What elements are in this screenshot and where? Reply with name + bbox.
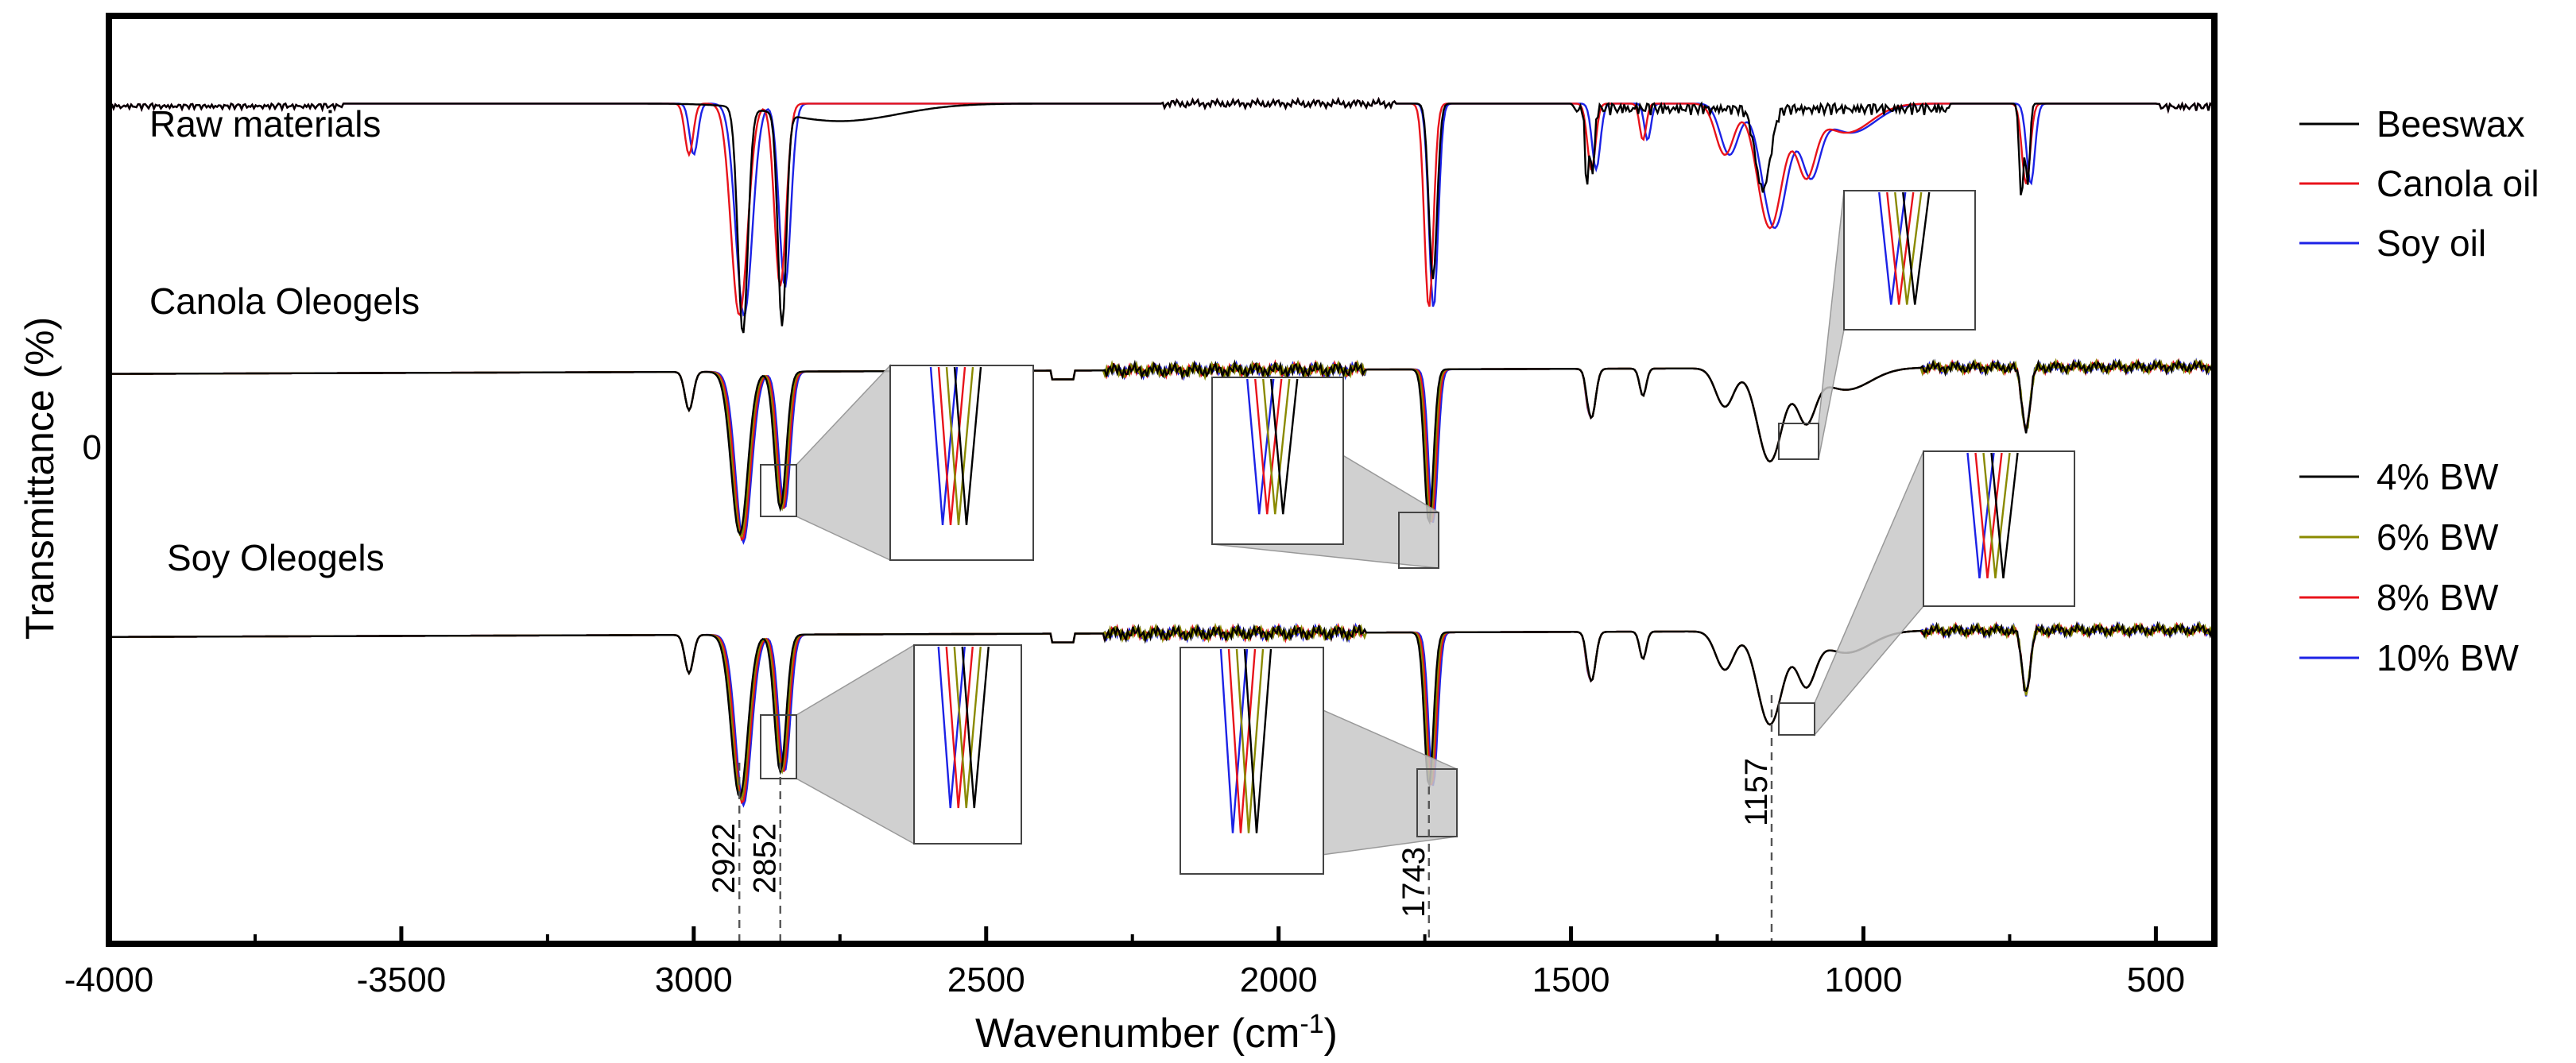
inset-canola-1157-curve-2 (1894, 191, 1923, 305)
chart-texts: Raw materials Canola Oleogels Soy Oleoge… (17, 103, 2185, 1057)
series-line-soy-4-bw (111, 620, 2214, 799)
series-line-soy-8-bw (111, 620, 2215, 805)
inset-soy-2852-source-box (760, 714, 797, 779)
inset-soy-1743-curve-2 (1235, 648, 1265, 833)
axes (106, 13, 2218, 947)
x-axis-label-close: ) (1324, 1011, 1338, 1057)
legend-raw-label-2: Soy oil (2377, 222, 2486, 264)
legend-raw-label-0: Beeswax (2377, 103, 2525, 145)
inset-canola-1157-curve-0 (1878, 191, 1907, 305)
legend: Beeswax Canola oil Soy oil 4% BW 6% BW 8% BW 1… (2299, 103, 2539, 678)
inset-soy-1743-source-box (1416, 768, 1458, 837)
inset-canola-2852-cone (796, 364, 891, 562)
x-axis-label: Wavenumber (cm-1) (975, 1009, 1338, 1057)
legend-raw-label-1: Canola oil (2377, 163, 2539, 204)
inset-canola-1743-curve-3 (1270, 378, 1299, 515)
series-line-canola-4-bw (111, 358, 2215, 536)
x-tick-label-6: 1000 (1825, 961, 1903, 999)
inset-canola-2852-curve-2 (945, 366, 974, 526)
inset-soy-1157-source-box (1778, 702, 1815, 736)
x-tick-label-5: 1500 (1532, 961, 1610, 999)
inset-soy-1157-curve-2 (1982, 452, 2011, 579)
annotation-label-2852: 2852 (748, 823, 783, 894)
zoom-insets (760, 190, 2075, 875)
plot-frame (106, 13, 2218, 947)
y-axis-label: Transmittance (%) (17, 317, 62, 640)
inset-canola-1157-curve-3 (1902, 191, 1931, 305)
inset-soy-1157-cone (1814, 450, 1924, 737)
annotation-label-2922: 2922 (707, 823, 742, 894)
inset-canola-1743-curve-0 (1246, 378, 1275, 515)
inset-soy-1743-curve-0 (1219, 648, 1249, 833)
x-axis-label-superscript: -1 (1300, 1009, 1323, 1039)
inset-soy-1743-curve-3 (1243, 648, 1273, 833)
inset-soy-2852-box (913, 644, 1022, 845)
inset-canola-1743-curve-1 (1254, 378, 1283, 515)
group-label-soy: Soy Oleogels (167, 537, 385, 578)
series-line-beeswax (110, 96, 2215, 334)
annotation-label-1743: 1743 (1396, 847, 1431, 918)
inset-soy-1157-curve-1 (1974, 452, 2003, 579)
inset-canola-1743-curve-2 (1262, 378, 1291, 515)
x-tick-label-2: 3000 (655, 961, 733, 999)
x-tick-label-0: -4000 (64, 961, 154, 999)
legend-bw-label-0: 4% BW (2377, 456, 2499, 497)
inset-canola-1157-source-box (1778, 423, 1819, 460)
inset-soy-1157-curve-0 (1966, 452, 1995, 579)
group-label-canola: Canola Oleogels (149, 280, 420, 322)
inset-canola-2852-curve-0 (929, 366, 959, 526)
inset-soy-2852-curve-0 (937, 646, 966, 809)
inset-soy-2852-cone (796, 644, 915, 845)
legend-bw-label-2: 8% BW (2377, 577, 2499, 618)
inset-canola-1743-source-box (1398, 512, 1439, 569)
annotation-label-1157: 1157 (1739, 758, 1774, 826)
inset-canola-2852-curve-1 (937, 366, 966, 526)
inset-soy-2852-curve-3 (961, 646, 990, 809)
series-line-soy-6-bw (111, 620, 2215, 802)
inset-soy-2852-curve-2 (953, 646, 982, 809)
inset-soy-1743-curve-1 (1227, 648, 1257, 833)
x-tick-label-3: 2500 (947, 961, 1025, 999)
inset-soy-2852-curve-1 (945, 646, 974, 809)
series-line-soy-10-bw (111, 620, 2215, 808)
inset-canola-2852-source-box (760, 464, 797, 517)
y-tick-label: 0 (83, 428, 102, 467)
x-tick-label-1: -3500 (357, 961, 447, 999)
legend-bw-label-3: 10% BW (2377, 637, 2520, 678)
x-axis-label-base: Wavenumber (cm (975, 1011, 1300, 1057)
x-tick-label-4: 2000 (1240, 961, 1318, 999)
inset-soy-1157-curve-3 (1990, 452, 2019, 579)
group-label-raw: Raw materials (149, 103, 381, 145)
x-tick-label-7: 500 (2127, 961, 2185, 999)
inset-canola-2852-curve-3 (953, 366, 982, 526)
inset-canola-1157-curve-1 (1886, 191, 1915, 305)
inset-canola-1157-cone (1818, 190, 1845, 460)
legend-bw-label-1: 6% BW (2377, 516, 2499, 558)
